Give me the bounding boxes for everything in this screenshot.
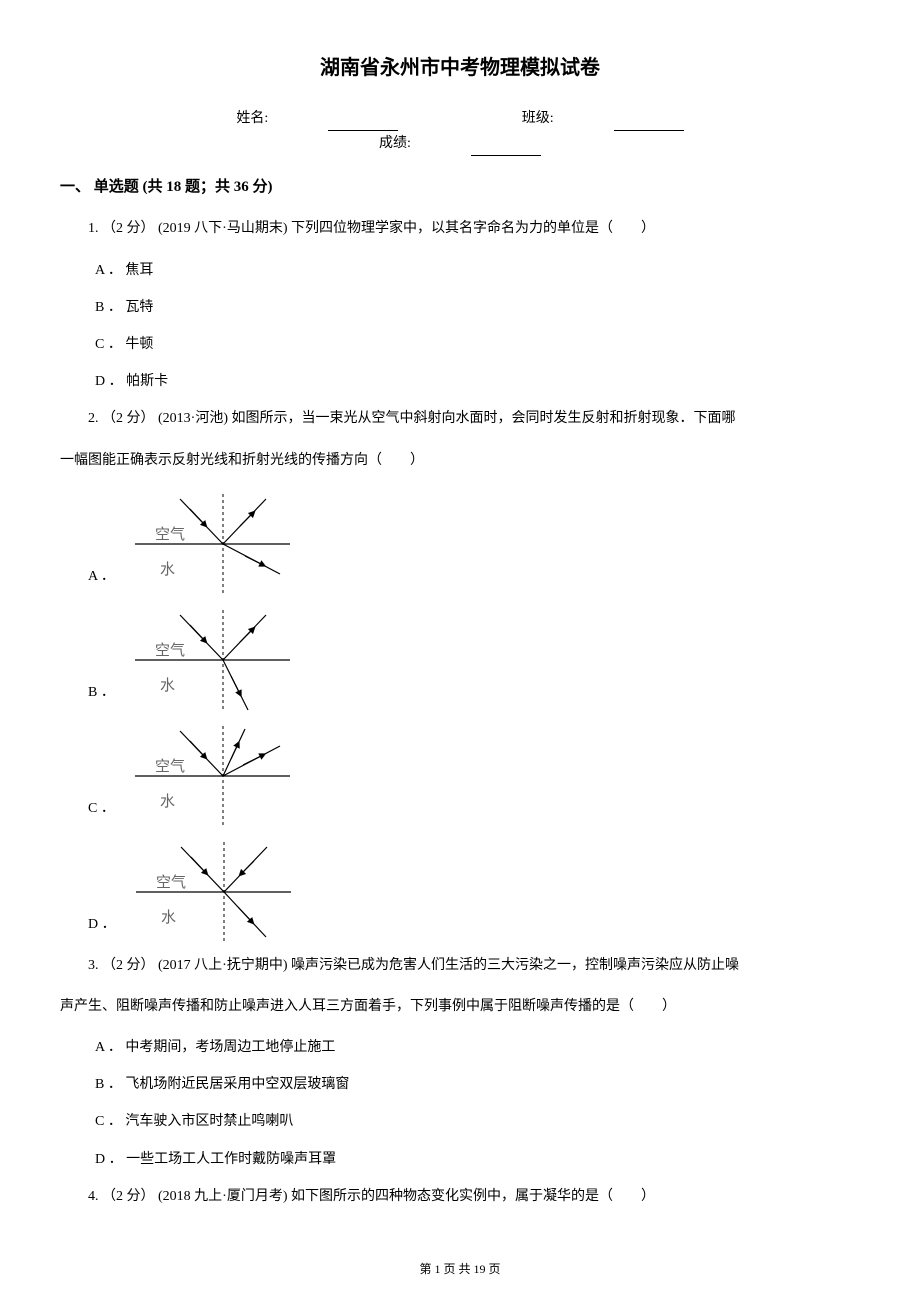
svg-text:空气: 空气 [156,874,186,891]
svg-text:水: 水 [160,561,175,578]
svg-text:水: 水 [161,909,176,926]
score-label: 成绩: [379,131,411,156]
q3-optB: B ． 飞机场附近民居采用中空双层玻璃窗 [95,1072,860,1097]
q2-stem-line2: 一幅图能正确表示反射光线和折射光线的传播方向（ ） [60,448,860,473]
class-field: 班级: [492,106,714,131]
score-blank [471,142,541,156]
q3-stem-line1: 3. （2 分） (2017 八上·抚宁期中) 噪声污染已成为危害人们生活的三大… [60,953,860,978]
q3-optA: A ． 中考期间，考场周边工地停止施工 [95,1035,860,1060]
class-blank [614,117,684,131]
q3-optD: D ． 一些工场工人工作时戴防噪声耳罩 [95,1147,860,1172]
class-label: 班级: [522,106,554,131]
q2-diagram-B: 空气 水 [125,605,295,715]
q2-optC-label: C ． [88,796,115,831]
q2-optA-row: A ． 空气 水 [88,489,860,599]
name-field: 姓名: [206,106,428,131]
svg-text:空气: 空气 [155,526,185,543]
q1-optC: C ． 牛顿 [95,332,860,357]
q1-optA: A ． 焦耳 [95,258,860,283]
q1-optD: D ． 帕斯卡 [95,369,860,394]
q2-diagram-C: 空气 水 [125,721,295,831]
q3-stem-line2: 声产生、阻断噪声传播和防止噪声进入人耳三方面着手，下列事例中属于阻断噪声传播的是… [60,994,860,1019]
svg-text:水: 水 [160,677,175,694]
q3-optC: C ． 汽车驶入市区时禁止鸣喇叭 [95,1109,860,1134]
q2-optB-label: B ． [88,680,115,715]
name-blank [328,117,398,131]
q4-stem: 4. （2 分） (2018 九上·厦门月考) 如下图所示的四种物态变化实例中，… [60,1184,860,1209]
svg-text:空气: 空气 [155,642,185,659]
section-header: 一、 单选题 (共 18 题；共 36 分) [60,174,860,201]
q2-optA-label: A ． [88,564,115,599]
q2-optC-row: C ． 空气 水 [88,721,860,831]
info-row: 姓名: 班级: 成绩: [60,106,860,156]
name-label: 姓名: [236,106,268,131]
q2-optD-row: D ． 空气 水 [88,837,860,947]
svg-text:空气: 空气 [155,758,185,775]
q1-optB: B ． 瓦特 [95,295,860,320]
q2-optB-row: B ． 空气 水 [88,605,860,715]
q2-diagram-D: 空气 水 [126,837,296,947]
q2-stem-line1: 2. （2 分） (2013·河池) 如图所示，当一束光从空气中斜射向水面时，会… [60,406,860,431]
svg-text:水: 水 [160,793,175,810]
score-field: 成绩: [349,131,571,156]
q1-stem: 1. （2 分） (2019 八下·马山期末) 下列四位物理学家中，以其名字命名… [60,216,860,241]
q2-diagram-A: 空气 水 [125,489,295,599]
page-footer: 第 1 页 共 19 页 [60,1259,860,1281]
exam-title: 湖南省永州市中考物理模拟试卷 [60,50,860,86]
q2-optD-label: D ． [88,912,116,947]
